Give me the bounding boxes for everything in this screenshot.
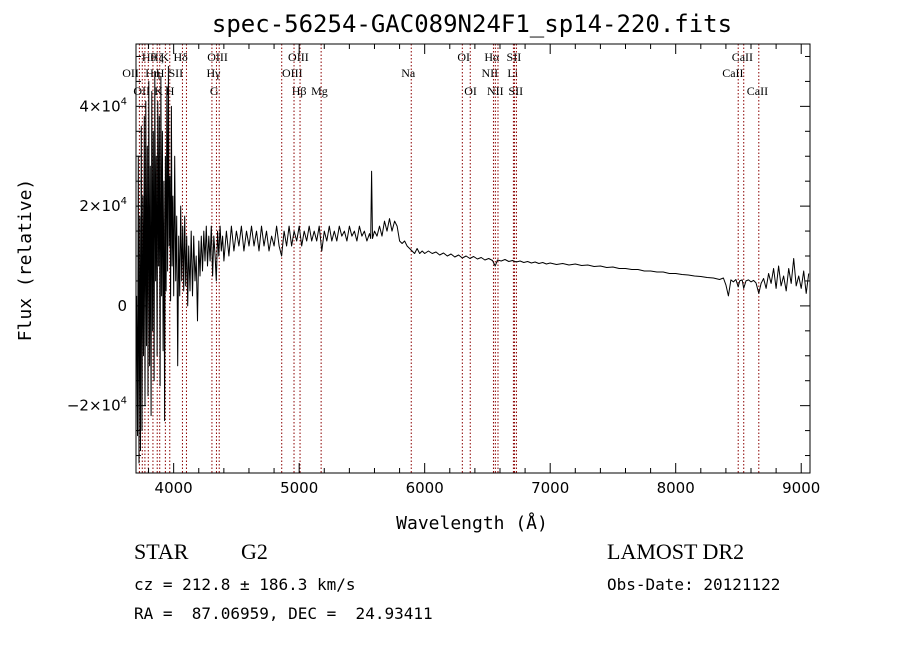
y-tick-label-2: 2×104 xyxy=(79,196,127,215)
marker-label-7: K xyxy=(160,50,169,64)
x-tick-label-1: 5000 xyxy=(280,479,318,497)
marker-label-15: OIII xyxy=(282,66,303,80)
marker-label-28: CaII xyxy=(732,50,753,64)
marker-label-2: Hθ xyxy=(142,50,157,64)
x-tick-label-0: 4000 xyxy=(155,479,193,497)
axis-ticks: 4000 5000 6000 7000 8000 9000 −2×104 0 2×104 4×10… xyxy=(67,44,820,497)
survey-name: LAMOST DR2 xyxy=(607,539,744,564)
x-tick-label-5: 9000 xyxy=(782,479,820,497)
object-class: STAR xyxy=(134,539,189,564)
marker-label-1: OII xyxy=(122,66,139,80)
marker-label-8: H xyxy=(166,84,175,98)
marker-label-27: CaII xyxy=(722,66,743,80)
marker-label-24: Li xyxy=(507,66,518,80)
y-tick-label-1: 0 xyxy=(117,297,127,315)
object-subclass: G2 xyxy=(241,539,268,564)
marker-label-16: OIII xyxy=(288,50,309,64)
marker-label-22: Hα xyxy=(484,50,500,64)
x-axis-label: Wavelength (Å) xyxy=(396,512,548,534)
marker-label-26: SII xyxy=(508,84,523,98)
x-tick-label-3: 7000 xyxy=(531,479,569,497)
marker-label-13: OIII xyxy=(207,50,228,64)
y-axis-label: Flux (relative) xyxy=(15,179,36,342)
coordinates-text: RA = 87.06959, DEC = 24.93411 xyxy=(134,604,433,623)
marker-label-17: Mg xyxy=(311,84,328,98)
marker-label-18: Na xyxy=(401,66,416,80)
marker-label-25: SII xyxy=(507,50,522,64)
marker-label-14: Hβ xyxy=(292,84,307,98)
marker-label-29: CaII xyxy=(747,84,768,98)
plot-frame xyxy=(135,43,811,474)
marker-label-5: K xyxy=(154,84,163,98)
marker-label-20: OI xyxy=(464,84,477,98)
marker-label-19: OI xyxy=(457,50,470,64)
marker-label-9: SII xyxy=(168,66,183,80)
marker-label-0: OII xyxy=(133,84,150,98)
x-tick-label-4: 8000 xyxy=(657,479,695,497)
marker-label-23: NII xyxy=(487,84,504,98)
spectrum-series xyxy=(136,65,810,464)
line-markers: OIIOIIHθHηHζKHKHSIIHδGHγOIIIHβOIIIOIIIMg… xyxy=(122,44,768,473)
marker-label-6: H xyxy=(156,66,165,80)
marker-label-12: Hγ xyxy=(206,66,221,80)
redshift-text: cz = 212.8 ± 186.3 km/s xyxy=(134,575,356,594)
spectrum-line xyxy=(136,65,810,464)
marker-label-10: Hδ xyxy=(173,50,188,64)
marker-label-21: NII xyxy=(481,66,498,80)
marker-label-4: Hζ xyxy=(150,50,164,64)
chart-title: spec-56254-GAC089N24F1_sp14-220.fits xyxy=(212,10,732,38)
y-tick-label-0: −2×104 xyxy=(67,396,127,415)
obs-date-text: Obs-Date: 20121122 xyxy=(607,575,780,594)
marker-label-11: G xyxy=(210,84,219,98)
y-tick-label-3: 4×104 xyxy=(79,96,127,115)
x-tick-label-2: 6000 xyxy=(406,479,444,497)
